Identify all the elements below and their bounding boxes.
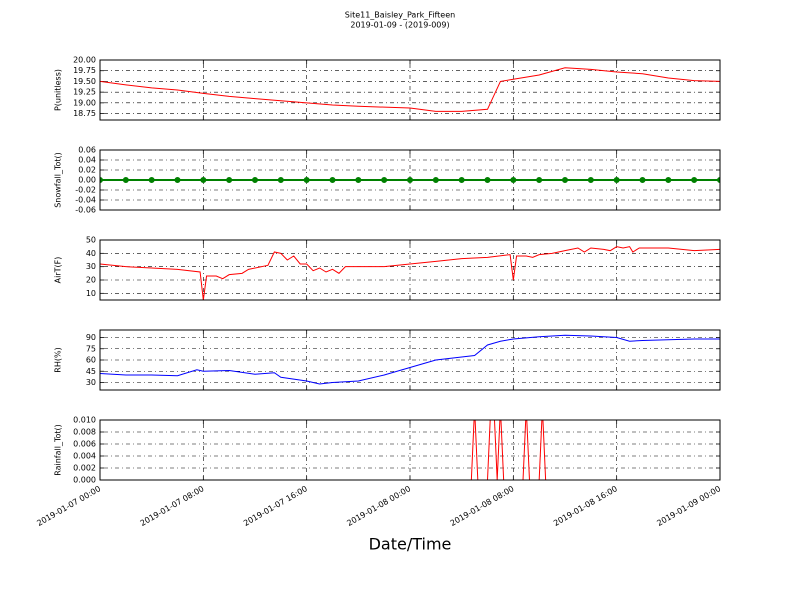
y-tick-label: 0.06 [78,146,96,155]
data-point [407,177,413,183]
data-point [484,177,491,183]
y-axis-label: AirT(F) [54,257,63,284]
data-line [100,420,720,480]
data-point [587,177,594,183]
y-tick-label: 19.50 [73,77,96,86]
data-point [381,177,388,183]
data-point [148,177,155,183]
series [100,246,720,300]
y-tick-label: 0.000 [73,476,96,485]
series [100,177,720,183]
y-tick-label: 20.00 [73,56,96,65]
y-tick-label: 0.006 [73,440,96,449]
data-point [200,177,207,183]
y-tick-label: 0.004 [73,452,96,461]
data-point [510,177,517,183]
y-tick-label: 0.010 [73,416,96,425]
y-tick-label: 50 [86,236,96,245]
y-tick-label: 60 [86,356,96,365]
y-axis-label: P(unitless) [54,69,63,111]
data-point [717,177,720,183]
data-point [100,177,103,183]
data-point [691,177,698,183]
chart-subtitle: 2019-01-09 - (2019-009) [350,21,449,30]
y-tick-label: 75 [86,344,96,353]
plot-frame [99,149,721,211]
y-tick-label: 90 [86,333,96,342]
y-tick-label: 19.25 [73,88,96,97]
data-point [329,177,336,183]
series [100,420,720,480]
y-tick-label: 0.002 [73,464,96,473]
data-point [665,177,672,183]
y-tick-label: 19.75 [73,66,96,75]
x-axis-label: Date/Time [369,535,452,554]
y-tick-label: 45 [86,367,96,376]
data-point [226,177,233,183]
y-tick-label: 30 [86,378,96,387]
series [100,67,720,112]
data-point [252,177,258,183]
y-tick-label: -0.04 [75,196,96,205]
y-tick-label: 30 [86,262,96,271]
data-point [122,177,129,183]
data-point [355,177,362,183]
data-point [639,177,646,183]
data-point [458,177,465,183]
y-axis-label: Snowfall_Tot() [54,152,63,208]
data-line [100,67,720,112]
plot-frame [99,419,721,481]
chart-title: Site11_Baisley_Park_Fifteen [345,11,455,20]
data-point [303,177,310,183]
y-tick-label: 19.00 [73,98,96,107]
plot-frame [99,329,721,391]
data-point [174,177,181,183]
plot-frame [99,239,721,301]
y-tick-label: -0.02 [75,186,96,195]
y-tick-label: 18.75 [73,109,96,118]
y-tick-label: 0.00 [78,176,96,185]
data-point [562,177,568,183]
data-point [536,177,543,183]
series [100,334,720,385]
y-tick-label: 40 [86,249,96,258]
data-line [100,334,720,385]
y-tick-label: 0.008 [73,428,96,437]
y-tick-label: -0.06 [75,206,96,215]
data-point [277,177,284,183]
data-point [432,177,439,183]
data-point [613,177,620,183]
y-tick-label: 0.02 [78,166,96,175]
y-tick-label: 0.04 [78,156,96,165]
y-axis-label: RH(%) [54,347,63,372]
y-tick-label: 20 [86,276,96,285]
data-line [100,246,720,300]
y-tick-label: 10 [86,289,96,298]
plot-frame [99,59,721,121]
y-axis-label: Rainfall_Tot() [54,424,63,476]
